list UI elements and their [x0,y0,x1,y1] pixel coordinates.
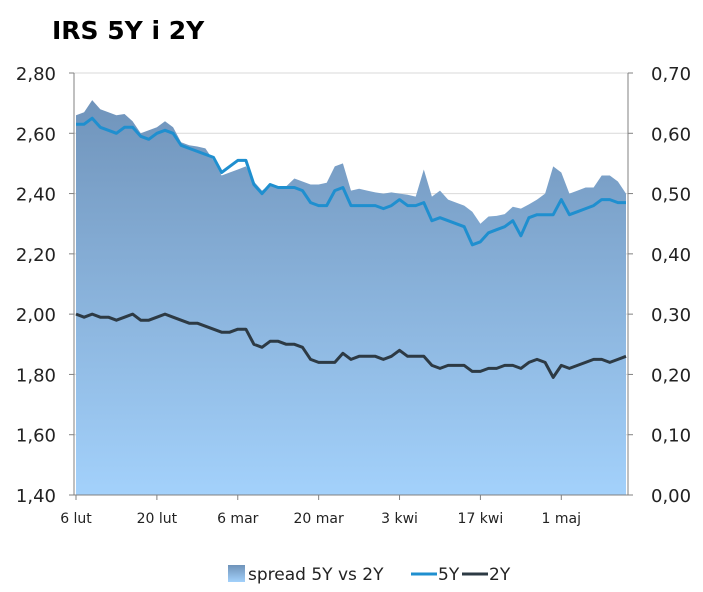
x-tick-label: 17 kwi [458,511,504,527]
legend-label-spread: spread 5Y vs 2Y [248,565,384,585]
spread-area [76,100,626,495]
left-tick-label: 2,00 [16,305,56,326]
x-tick-label: 1 maj [542,511,581,527]
left-tick-label: 1,60 [16,426,56,447]
left-tick-label: 2,40 [16,185,56,206]
series-5y-line [76,116,626,247]
right-tick-label: 0,20 [651,365,691,386]
left-tick-label: 2,80 [16,64,56,85]
left-tick-label: 2,60 [16,124,56,145]
left-axis-ticks: 1,40 1,60 1,80 2,00 2,20 2,40 2,60 2,80 [16,64,74,507]
x-tick-label: 6 lut [60,511,92,527]
axes [73,73,629,496]
left-tick-label: 2,20 [16,245,56,266]
left-tick-label: 1,80 [16,365,56,386]
right-tick-label: 0,10 [651,426,691,447]
x-axis-ticks: 6 lut 20 lut 6 mar 20 mar 3 kwi 17 kwi 1 maj [60,495,581,527]
right-tick-label: 0,30 [651,305,691,326]
right-tick-label: 0,40 [651,245,691,266]
left-tick-label: 1,40 [16,486,56,507]
legend-label-5y: 5Y [438,565,460,585]
x-tick-label: 3 kwi [381,511,418,527]
right-tick-label: 0,50 [651,185,691,206]
legend-label-2y: 2Y [489,565,511,585]
legend: spread 5Y vs 2Y 5Y 2Y [228,565,511,585]
chart-title: IRS 5Y i 2Y [52,16,205,45]
legend-swatch-spread [228,565,245,582]
right-axis-ticks: 0,00 0,10 0,20 0,30 0,40 0,50 0,60 0,70 [628,64,691,507]
right-tick-label: 0,70 [651,64,691,85]
right-tick-label: 0,00 [651,486,691,507]
series-2y-line [75,312,627,379]
x-tick-label: 20 mar [294,511,344,527]
right-tick-label: 0,60 [651,124,691,145]
x-tick-label: 20 lut [137,511,178,527]
x-tick-label: 6 mar [217,511,259,527]
